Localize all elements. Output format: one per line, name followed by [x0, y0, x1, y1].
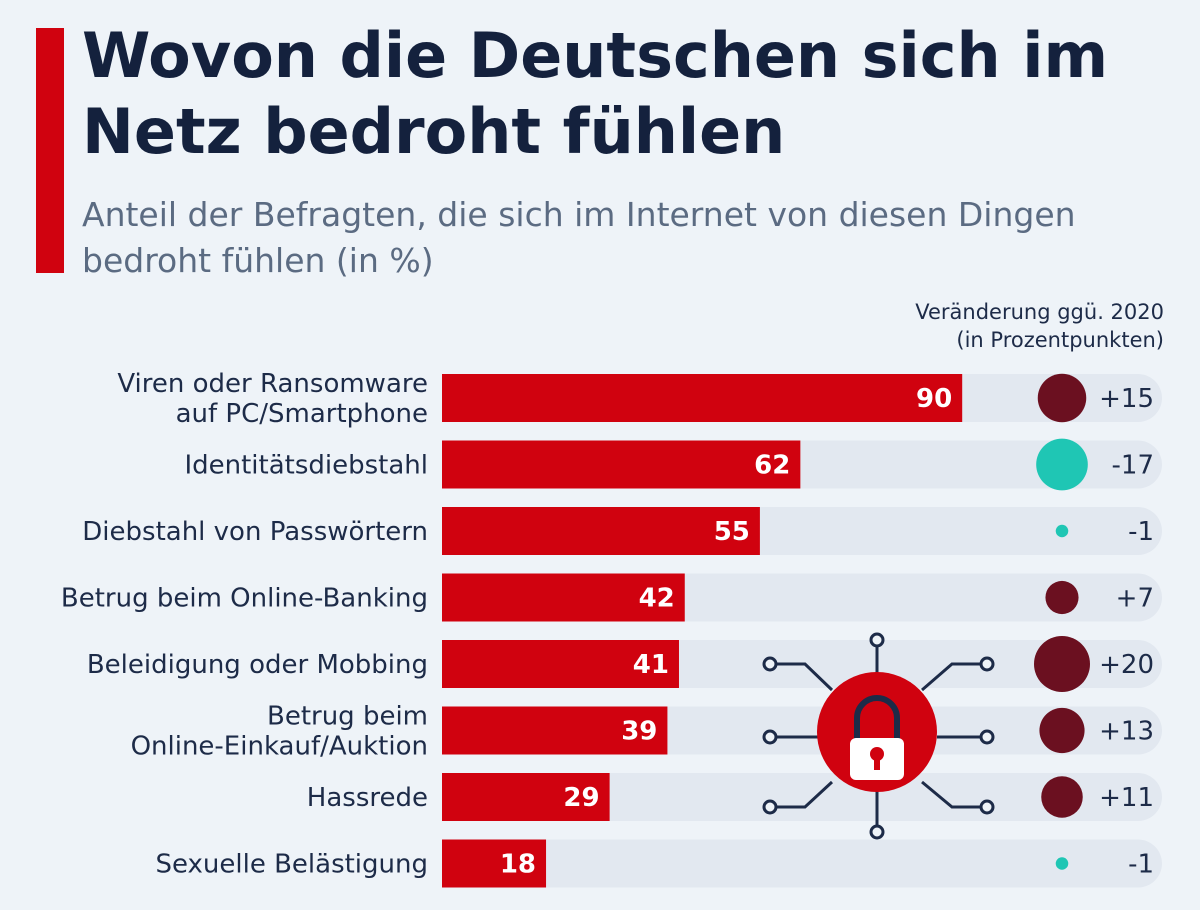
change-bubble	[1037, 373, 1087, 423]
bar-value-label: 41	[633, 650, 669, 680]
circuit-node	[762, 656, 778, 672]
bar-value-label: 62	[754, 451, 790, 481]
change-value-label: +13	[1099, 717, 1154, 747]
change-value-label: +20	[1099, 650, 1154, 680]
change-bubble	[1036, 438, 1088, 491]
bar-value-label: 42	[639, 584, 675, 614]
change-column-header: Veränderung ggü. 2020 (in Prozentpunkten…	[744, 298, 1164, 354]
category-label: Viren oder Ransomware	[117, 369, 428, 399]
change-header-line1: Veränderung ggü. 2020	[915, 300, 1164, 324]
circuit-node	[979, 656, 995, 672]
category-label: Betrug beim Online-Banking	[61, 584, 428, 614]
change-header-line2: (in Prozentpunkten)	[956, 328, 1164, 352]
chart-title: Wovon die Deutschen sich im Netz bedroht…	[82, 19, 1109, 168]
accent-bar	[36, 28, 64, 273]
circuit-line	[921, 780, 985, 809]
circuit-node	[869, 632, 885, 648]
bar-value-label: 39	[621, 717, 657, 747]
bar	[442, 839, 547, 888]
change-value-label: +15	[1099, 384, 1154, 414]
bar	[442, 706, 668, 755]
bar	[442, 773, 610, 821]
bar	[442, 507, 760, 555]
bar-value-label: 29	[563, 783, 599, 813]
bar	[442, 640, 679, 688]
change-bubble	[1055, 857, 1069, 870]
circuit-node	[762, 729, 778, 745]
circuit-line	[921, 662, 985, 692]
circuit-line	[772, 780, 834, 809]
change-bubble	[1034, 636, 1090, 692]
padlock-icon	[762, 632, 995, 840]
category-label: Betrug beim	[267, 702, 428, 732]
change-bubble	[1039, 707, 1085, 754]
category-label: Online-Einkauf/Auktion	[131, 732, 428, 762]
bar-track	[442, 839, 1162, 888]
category-label: Identitätsdiebstahl	[184, 451, 428, 481]
change-bubble	[1055, 524, 1069, 538]
category-label: Sexuelle Belästigung	[155, 850, 428, 880]
change-value-label: +7	[1116, 584, 1154, 614]
chart-subtitle: Anteil der Befragten, die sich im Intern…	[82, 195, 1076, 280]
category-label: Diebstahl von Passwörtern	[82, 517, 428, 547]
bar-value-label: 90	[916, 384, 952, 414]
lock-circle	[817, 672, 937, 792]
change-value-label: -17	[1112, 451, 1154, 481]
bar	[442, 573, 685, 622]
category-label: auf PC/Smartphone	[176, 399, 428, 429]
bar	[442, 374, 963, 422]
change-value-label: -1	[1128, 850, 1154, 880]
circuit-node	[979, 799, 995, 815]
circuit-node	[762, 799, 778, 815]
change-bubble	[1045, 580, 1079, 615]
change-bubble	[1041, 776, 1083, 818]
circuit-line	[772, 662, 834, 692]
category-label: Hassrede	[307, 783, 428, 813]
lock-keyhole-slot	[874, 754, 880, 770]
circuit-node	[869, 824, 885, 840]
category-label: Beleidigung oder Mobbing	[87, 650, 428, 680]
change-value-label: -1	[1128, 517, 1154, 547]
change-value-label: +11	[1099, 783, 1154, 813]
lock-shackle	[854, 695, 900, 742]
bar-value-label: 55	[714, 517, 750, 547]
bar-value-label: 18	[500, 850, 536, 880]
bar	[442, 440, 801, 489]
circuit-node	[979, 729, 995, 745]
